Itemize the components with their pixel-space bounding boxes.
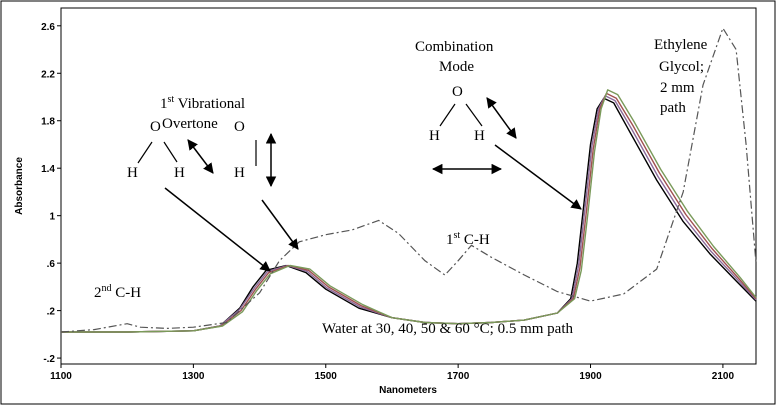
arrow-pointer-overtone-water [164, 187, 271, 272]
arrow-double-diagonal-right [486, 97, 517, 139]
molecule-a-oxygen: O [150, 119, 161, 135]
x-tick-label: 1700 [447, 371, 470, 382]
molecule-a-hydrogen-left: H [127, 165, 138, 181]
molecule-c-bond-right [465, 103, 483, 127]
y-tick-label: 2.6 [41, 22, 55, 33]
axis-ticks: 1100 1300 1500 1700 1900 2100 -.2 .2 .6 1 1.4 1.8 2.… [41, 22, 734, 382]
x-tick-label: 1900 [579, 371, 602, 382]
molecule-c-bond-left [439, 103, 456, 127]
y-tick-label: 2.2 [41, 69, 55, 80]
series-line-5 [60, 27, 757, 333]
molecule-a-bond-right [163, 141, 178, 163]
molecule-a-hydrogen-right: H [174, 165, 185, 181]
x-tick-label: 1100 [50, 371, 72, 382]
arrow-pointer-combination [494, 144, 582, 210]
plot-area [60, 7, 757, 365]
annotation-ethylene-line3: 2 mm [660, 80, 695, 96]
annotation-ethylene-line2: Glycol; [659, 59, 704, 75]
y-tick-label: 1.8 [41, 117, 55, 128]
y-axis-title: Absorbance [14, 157, 25, 215]
arrow-double-diagonal-left [187, 139, 214, 174]
x-axis-title: Nanometers [379, 385, 437, 396]
y-tick-label: 1.4 [41, 164, 55, 175]
annotation-ethylene-line1: Ethylene [654, 37, 708, 53]
x-tick-label: 2100 [712, 371, 735, 382]
molecule-b-oxygen: O [234, 119, 245, 135]
y-tick-label: -.2 [43, 354, 55, 365]
y-tick-label: .2 [47, 307, 56, 318]
annotation-first-overtone-line1: 1st Vibrational [160, 94, 245, 112]
x-tick-label: 1500 [315, 371, 338, 382]
annotation-second-ch: 2nd C-H [94, 283, 141, 301]
annotation-first-ch: 1st C-H [446, 230, 490, 248]
molecule-c-hydrogen-right: H [474, 128, 485, 144]
molecule-a-bond-left [137, 141, 153, 164]
x-tick-label: 1300 [182, 371, 205, 382]
y-tick-label: 1 [49, 212, 55, 223]
molecule-c-hydrogen-left: H [429, 128, 440, 144]
annotation-ethylene-line4: path [660, 100, 686, 116]
series-layer [60, 27, 757, 333]
annotation-combination-line1: Combination [415, 39, 494, 55]
y-tick-label: .6 [47, 259, 56, 270]
annotation-first-overtone-line2: Overtone [162, 116, 218, 132]
annotation-water: Water at 30, 40, 50 & 60 °C; 0.5 mm path [322, 321, 574, 337]
molecule-b-hydrogen: H [234, 165, 245, 181]
series-line-4 [61, 89, 757, 333]
annotation-combination-line2: Mode [439, 59, 474, 75]
molecule-c-oxygen: O [452, 84, 463, 100]
arrow-pointer-overtone-glycol [261, 199, 299, 250]
